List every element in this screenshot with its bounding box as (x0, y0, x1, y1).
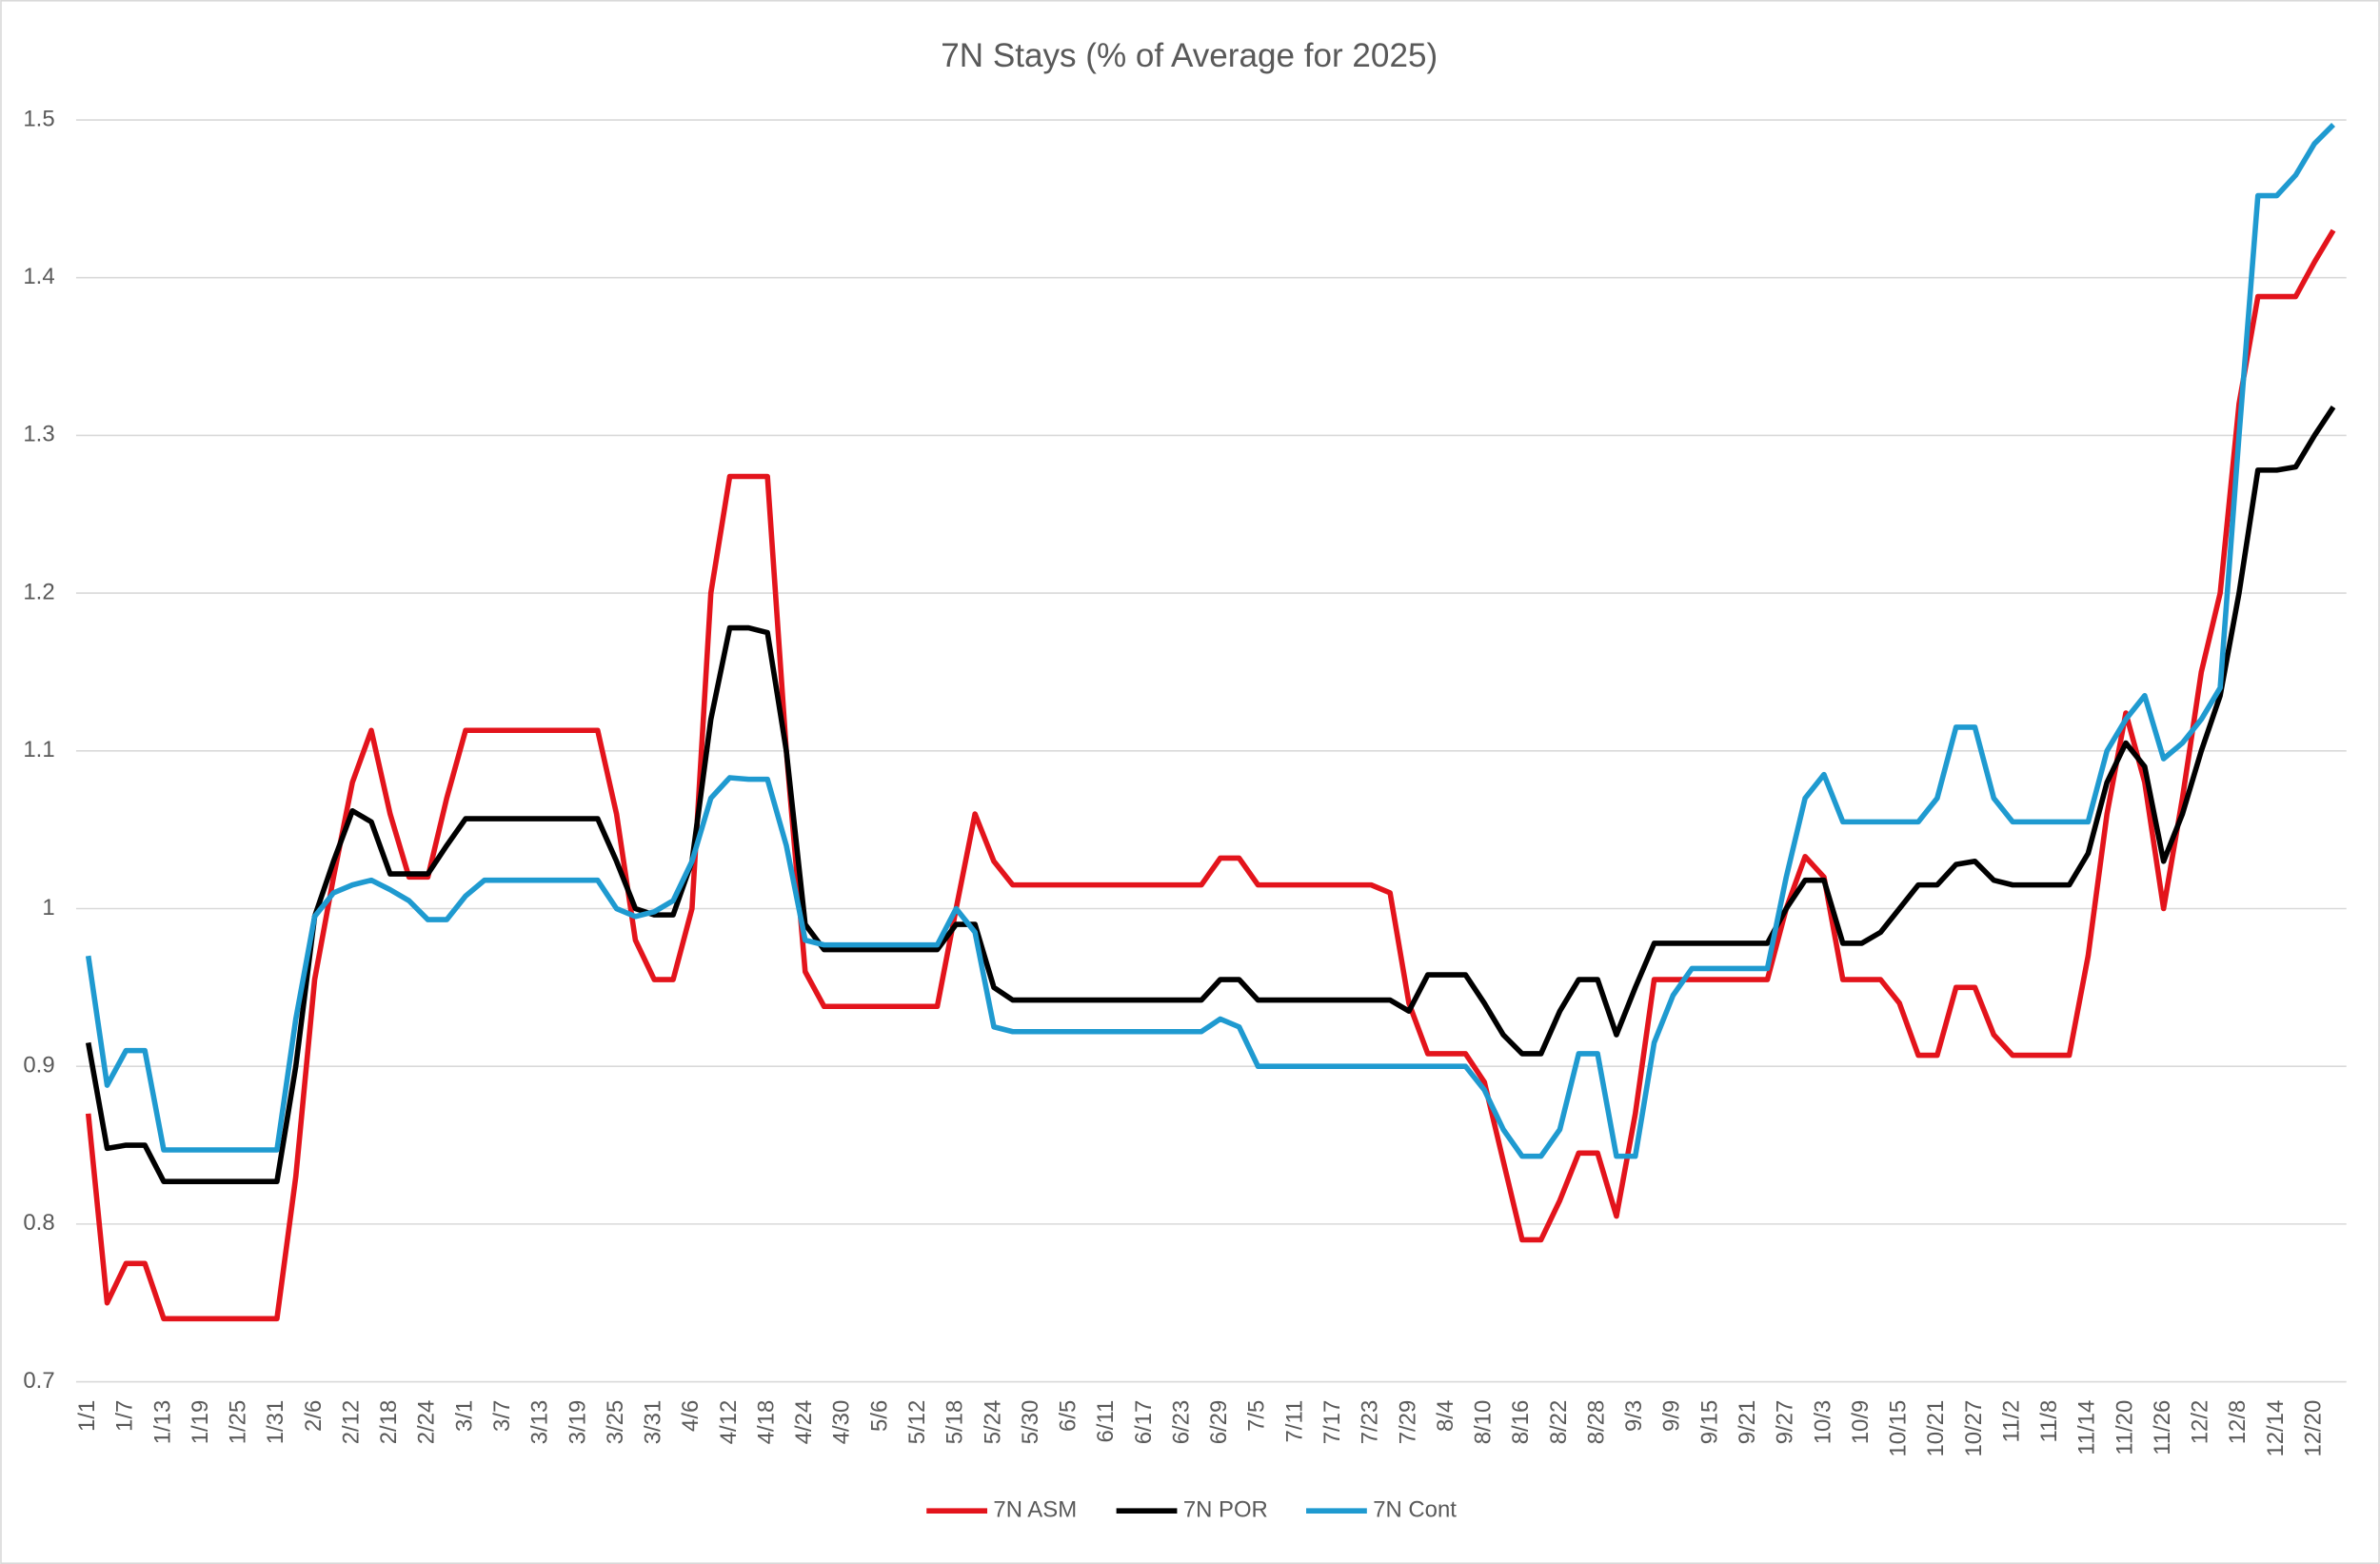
x-tick-label: 6/17 (1131, 1400, 1157, 1445)
x-tick-label: 4/18 (753, 1400, 779, 1445)
x-tick-label: 7/11 (1281, 1400, 1307, 1443)
x-tick-label: 11/8 (2036, 1400, 2062, 1443)
x-tick-label: 8/10 (1471, 1400, 1497, 1445)
x-tick-label: 5/30 (1018, 1400, 1043, 1445)
x-tick-label: 8/4 (1433, 1400, 1458, 1432)
x-tick-label: 6/29 (1206, 1400, 1232, 1445)
x-tick-label: 1/7 (112, 1400, 138, 1432)
x-tick-label: 8/28 (1583, 1400, 1609, 1445)
x-tick-label: 12/14 (2263, 1400, 2289, 1457)
x-tick-label: 2/6 (301, 1400, 327, 1432)
x-tick-label: 12/2 (2188, 1400, 2213, 1445)
x-tick-label: 1/25 (226, 1400, 251, 1445)
x-tick-label: 10/9 (1848, 1400, 1874, 1445)
y-tick-label: 0.9 (23, 1053, 54, 1079)
x-tick-label: 1/31 (263, 1400, 288, 1445)
x-tick-label: 6/23 (1168, 1400, 1194, 1445)
x-tick-label: 9/21 (1735, 1400, 1760, 1445)
x-tick-label: 3/1 (451, 1400, 477, 1432)
x-tick-label: 9/27 (1773, 1400, 1798, 1445)
x-tick-label: 11/26 (2150, 1400, 2175, 1455)
x-tick-label: 1/1 (74, 1400, 100, 1432)
x-tick-label: 11/14 (2074, 1400, 2100, 1455)
x-tick-label: 4/12 (716, 1400, 742, 1445)
y-tick-label: 1.2 (23, 579, 54, 604)
x-tick-label: 3/31 (641, 1400, 666, 1445)
x-tick-label: 10/27 (1961, 1400, 1987, 1457)
x-tick-label: 8/16 (1508, 1400, 1534, 1445)
y-tick-label: 0.7 (23, 1368, 54, 1394)
x-tick-label: 3/19 (565, 1400, 590, 1445)
x-tick-label: 2/24 (414, 1400, 440, 1445)
x-tick-label: 8/22 (1546, 1400, 1572, 1445)
x-tick-label: 10/3 (1810, 1400, 1835, 1445)
x-tick-label: 7/29 (1395, 1400, 1420, 1445)
x-tick-label: 9/3 (1621, 1400, 1647, 1432)
x-tick-label: 4/6 (678, 1400, 704, 1432)
x-tick-label: 4/30 (829, 1400, 855, 1445)
x-tick-label: 1/13 (149, 1400, 175, 1445)
y-tick-label: 1.5 (23, 106, 54, 131)
x-tick-label: 5/12 (904, 1400, 930, 1445)
x-tick-label: 9/9 (1659, 1400, 1685, 1432)
y-tick-label: 1.3 (23, 422, 54, 447)
legend-label: 7N ASM (993, 1496, 1077, 1522)
x-tick-label: 2/12 (338, 1400, 364, 1445)
x-tick-label: 12/20 (2301, 1400, 2327, 1457)
x-tick-label: 7/23 (1358, 1400, 1383, 1445)
x-tick-label: 7/17 (1319, 1400, 1345, 1445)
chart-title: 7N Stays (% of Average for 2025) (941, 37, 1438, 74)
x-tick-label: 6/11 (1093, 1400, 1119, 1443)
x-tick-label: 10/21 (1923, 1400, 1949, 1457)
x-tick-label: 4/24 (791, 1400, 817, 1445)
series-line (85, 406, 2336, 1184)
x-tick-label: 10/15 (1886, 1400, 1912, 1457)
legend-label: 7N POR (1183, 1496, 1268, 1522)
series-line (85, 228, 2336, 1322)
x-tick-label: 5/6 (866, 1400, 892, 1432)
y-tick-label: 0.8 (23, 1210, 54, 1236)
y-tick-label: 1.1 (23, 737, 54, 762)
x-tick-label: 2/18 (376, 1400, 402, 1445)
x-tick-label: 3/13 (527, 1400, 553, 1445)
x-tick-label: 3/25 (603, 1400, 628, 1445)
x-tick-label: 9/15 (1696, 1400, 1722, 1445)
x-tick-label: 11/2 (1998, 1400, 2024, 1443)
x-tick-label: 7/5 (1244, 1400, 1270, 1432)
x-tick-label: 1/19 (188, 1400, 213, 1445)
x-tick-label: 12/8 (2225, 1400, 2251, 1445)
x-tick-label: 11/20 (2112, 1400, 2137, 1455)
x-tick-label: 3/7 (489, 1400, 515, 1432)
legend-label: 7N Cont (1373, 1496, 1457, 1522)
series-line (85, 123, 2335, 1159)
y-tick-label: 1 (42, 895, 54, 921)
y-tick-label: 1.4 (23, 264, 54, 289)
x-tick-label: 5/24 (980, 1400, 1005, 1445)
x-tick-label: 6/5 (1056, 1400, 1081, 1432)
x-tick-label: 5/18 (942, 1400, 968, 1445)
